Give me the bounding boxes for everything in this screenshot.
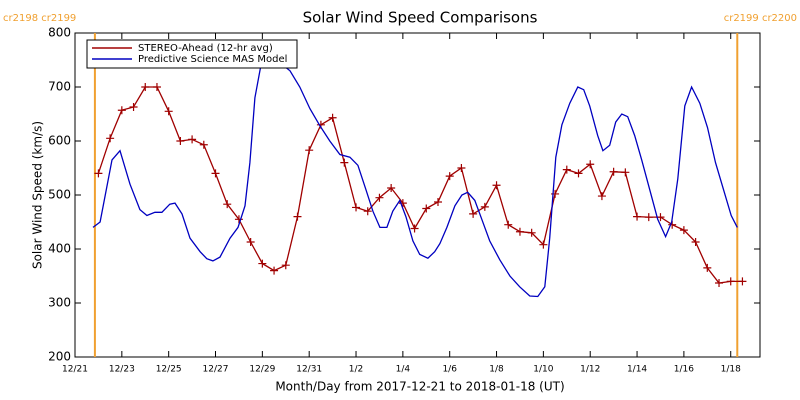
- point-marker: [597, 192, 606, 201]
- point-marker: [539, 240, 548, 249]
- point-marker: [234, 215, 243, 224]
- x-tick-label: 12/29: [249, 365, 275, 375]
- x-tick-label: 1/6: [442, 365, 457, 375]
- point-marker: [211, 169, 220, 178]
- y-tick-label: 500: [48, 188, 71, 202]
- point-marker: [469, 209, 478, 218]
- point-marker: [129, 102, 138, 111]
- point-marker: [328, 113, 337, 122]
- series-line: [92, 56, 738, 298]
- point-marker: [281, 261, 290, 270]
- y-tick-label: 200: [48, 350, 71, 364]
- legend-box: [86, 39, 298, 69]
- point-marker: [633, 212, 642, 221]
- point-marker: [586, 160, 595, 169]
- point-marker: [433, 198, 442, 207]
- x-tick-label: 1/10: [533, 365, 553, 375]
- legend-label: Predictive Science MAS Model: [138, 54, 287, 65]
- point-marker: [340, 158, 349, 167]
- x-axis-label: Month/Day from 2017-12-21 to 2018-01-18 …: [275, 380, 564, 394]
- point-marker: [270, 266, 279, 275]
- point-marker: [352, 203, 361, 212]
- point-marker: [363, 207, 372, 216]
- x-tick-label: 1/4: [396, 365, 411, 375]
- y-tick-label: 300: [48, 296, 71, 310]
- point-marker: [176, 137, 185, 145]
- point-marker: [656, 213, 665, 222]
- y-axis-label: Solar Wind Speed (km/s): [31, 121, 45, 269]
- point-marker: [480, 202, 489, 211]
- x-tick-label: 12/25: [156, 365, 182, 375]
- point-marker: [141, 83, 150, 91]
- point-marker: [375, 193, 384, 202]
- carrington-label: cr2198 cr2199: [3, 13, 76, 24]
- x-tick-label: 12/31: [296, 365, 322, 375]
- point-marker: [223, 200, 232, 209]
- point-marker: [152, 83, 161, 91]
- x-tick-label: 1/18: [721, 365, 741, 375]
- legend-label: STEREO-Ahead (12-hr avg): [138, 43, 273, 54]
- point-marker: [504, 220, 513, 229]
- y-tick-label: 600: [48, 134, 71, 148]
- point-marker: [562, 165, 571, 174]
- point-marker: [492, 181, 501, 190]
- point-marker: [199, 140, 208, 149]
- point-marker: [410, 224, 419, 233]
- point-marker: [94, 169, 103, 178]
- point-marker: [445, 172, 454, 181]
- point-marker: [574, 169, 583, 178]
- series-line: [97, 86, 743, 284]
- point-marker: [621, 168, 630, 177]
- x-tick-label: 12/23: [109, 365, 135, 375]
- point-marker: [609, 167, 618, 176]
- x-tick-label: 1/16: [674, 365, 694, 375]
- x-tick-label: 1/12: [580, 365, 600, 375]
- point-marker: [246, 237, 255, 246]
- chart-title: Solar Wind Speed Comparisons: [303, 9, 538, 27]
- point-marker: [387, 183, 396, 192]
- point-marker: [117, 106, 126, 115]
- point-marker: [691, 237, 700, 246]
- point-marker: [457, 164, 466, 172]
- point-marker: [726, 277, 735, 286]
- point-marker: [188, 135, 197, 144]
- x-tick-label: 12/21: [62, 365, 88, 375]
- point-marker: [715, 279, 724, 288]
- point-marker: [738, 277, 747, 286]
- x-tick-label: 12/27: [203, 365, 229, 375]
- point-marker: [527, 228, 536, 237]
- point-marker: [679, 226, 688, 235]
- carrington-label: cr2199 cr2200: [724, 13, 797, 24]
- point-marker: [644, 213, 653, 222]
- x-tick-label: 1/2: [349, 365, 363, 375]
- y-tick-label: 800: [48, 26, 71, 40]
- point-marker: [515, 227, 524, 236]
- x-tick-label: 1/14: [627, 365, 647, 375]
- point-marker: [293, 212, 302, 221]
- point-marker: [305, 146, 314, 155]
- point-marker: [258, 259, 267, 268]
- point-marker: [106, 134, 115, 143]
- point-marker: [703, 263, 712, 272]
- y-tick-label: 700: [48, 80, 71, 94]
- x-tick-label: 1/8: [489, 365, 504, 375]
- point-marker: [164, 107, 173, 116]
- point-marker: [422, 204, 431, 213]
- y-tick-label: 400: [48, 242, 71, 256]
